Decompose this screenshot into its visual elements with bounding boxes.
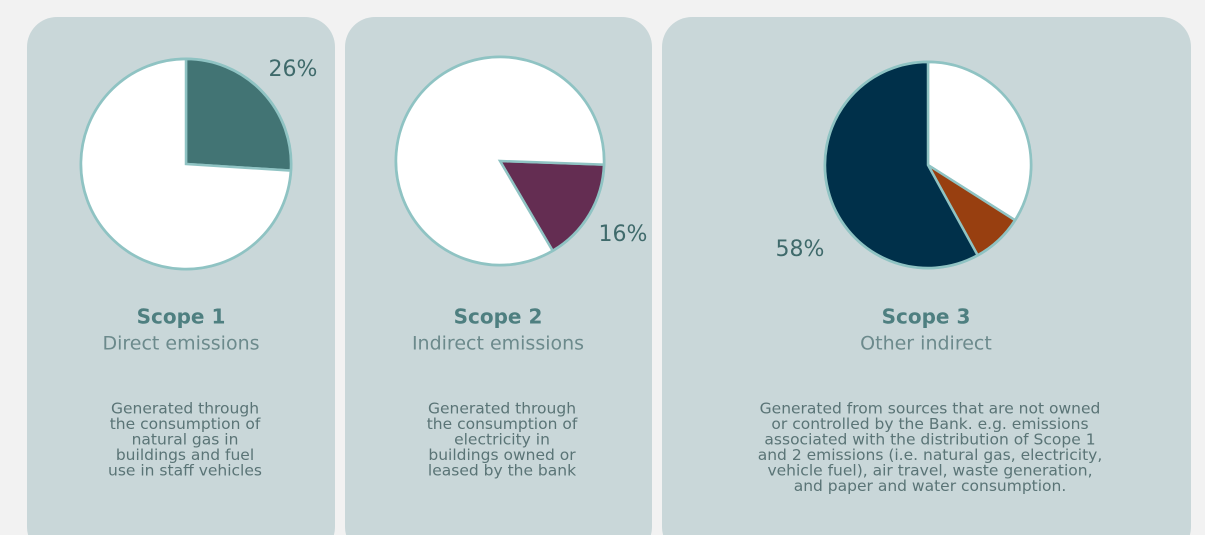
pie-slice [394, 55, 606, 267]
card-title: Scope 1 [137, 305, 226, 329]
pie-slice [184, 57, 293, 172]
card-description: vehicle fuel), air travel, waste generat… [767, 462, 1092, 480]
card-description: buildings owned or [428, 446, 576, 464]
value-label: 16% [599, 222, 648, 247]
pie-slice [823, 60, 980, 270]
card-description: the consumption of [427, 415, 578, 433]
card-description: leased by the bank [428, 462, 576, 480]
card-subtitle: Other indirect [860, 333, 992, 355]
card-description: buildings and fuel [116, 446, 254, 464]
card-description: and 2 emissions (i.e. natural gas, elect… [758, 446, 1103, 464]
card-description: the consumption of [110, 415, 261, 433]
card-title: Scope 3 [882, 305, 971, 329]
card-subtitle: Direct emissions [102, 333, 259, 355]
card-description: Generated through [428, 400, 576, 418]
card [662, 17, 1191, 539]
card-description: Generated from sources that are not owne… [760, 400, 1101, 418]
card-description: use in staff vehicles [108, 462, 262, 480]
pie-slice [79, 57, 293, 271]
card-description: electricity in [454, 431, 550, 449]
card-subtitle: Indirect emissions [412, 333, 584, 355]
value-label: 26% [269, 57, 318, 82]
card-description: natural gas in [132, 431, 239, 449]
card-description: Generated through [111, 400, 259, 418]
card-description: associated with the distribution of Scop… [764, 431, 1095, 449]
card-description: and paper and water consumption. [794, 477, 1067, 495]
pie-slice [497, 159, 606, 253]
card-title: Scope 2 [454, 305, 543, 329]
card-description: or controlled by the Bank. e.g. emission… [771, 415, 1088, 433]
value-label: 58% [776, 237, 825, 262]
